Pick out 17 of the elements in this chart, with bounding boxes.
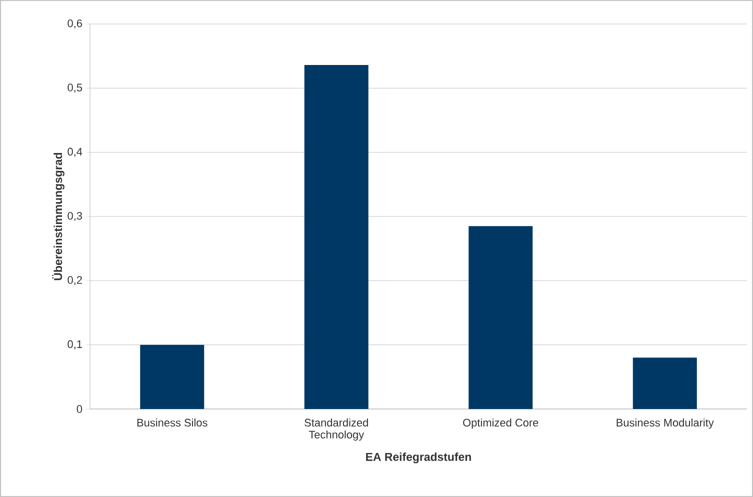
x-axis-title: EA Reifegradstufen — [366, 452, 471, 464]
y-tick-label: 0,1 — [68, 340, 82, 350]
bar — [632, 358, 697, 409]
bar — [140, 344, 204, 409]
bar — [304, 65, 368, 409]
y-tick-label: 0,4 — [68, 148, 82, 157]
x-tick-label: Business Silos — [137, 418, 208, 427]
x-tick-label: Standardized Technology — [304, 418, 368, 441]
y-tick-label: 0,6 — [68, 19, 82, 29]
y-tick-label: 0,2 — [68, 276, 82, 286]
x-tick-label: Optimized Core — [463, 418, 538, 429]
y-tick-label: 0,5 — [68, 84, 82, 93]
y-tick-label: 0 — [76, 405, 82, 413]
y-axis-title: Übereinstimmungsgrad — [52, 152, 64, 280]
x-tick-label: Business Modularity — [616, 418, 714, 429]
y-tick-label: 0,3 — [68, 212, 82, 222]
bar — [468, 226, 533, 409]
